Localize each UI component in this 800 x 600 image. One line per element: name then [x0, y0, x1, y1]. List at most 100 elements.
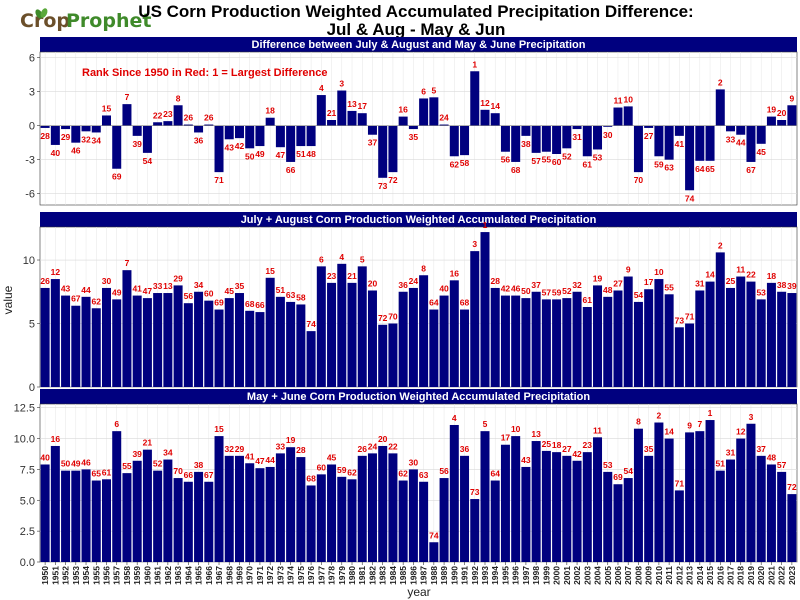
bar-1952: [61, 125, 71, 130]
rank-label: 35: [644, 444, 654, 454]
bar-2022: [777, 291, 787, 387]
rank-label: 49: [71, 459, 81, 469]
bar-1956: [101, 287, 111, 387]
bar-2010: [654, 125, 664, 157]
x-tick-label: 1990: [449, 566, 459, 585]
rank-label: 4: [319, 83, 324, 93]
x-tick-label: 1981: [357, 566, 367, 585]
bar-1969: [234, 455, 244, 562]
rank-label: 30: [603, 130, 613, 140]
rank-label: 61: [102, 467, 112, 477]
rank-label: 27: [644, 131, 654, 141]
rank-label: 7: [125, 92, 130, 102]
x-tick-label: 1958: [122, 566, 132, 585]
bar-2016: [715, 89, 725, 126]
rank-label: 29: [173, 273, 183, 283]
rank-label: 63: [286, 290, 296, 300]
x-tick-label: 1962: [163, 566, 173, 585]
panel-1: Difference between July & August and May…: [25, 37, 798, 206]
bar-1972: [265, 466, 275, 562]
rank-label: 22: [153, 110, 163, 120]
rank-label: 39: [132, 449, 142, 459]
bar-2007: [623, 106, 633, 126]
x-tick-label: 1975: [296, 566, 306, 585]
x-tick-label: 1963: [173, 566, 183, 585]
y-tick-label: 12.5: [14, 403, 35, 415]
bar-1972: [265, 277, 275, 387]
x-tick-label: 1977: [316, 566, 326, 585]
rank-label: 7: [125, 258, 130, 268]
rank-label: 64: [695, 164, 705, 174]
x-tick-label: 2012: [674, 566, 684, 585]
rank-label: 32: [225, 444, 235, 454]
bar-2009: [644, 125, 654, 128]
rank-label: 26: [358, 444, 368, 454]
rank-label: 32: [81, 134, 91, 144]
bar-1978: [327, 120, 337, 126]
rank-label: 15: [214, 424, 224, 434]
rank-label: 24: [439, 113, 449, 123]
rank-label: 35: [235, 281, 245, 291]
rank-label: 9: [687, 420, 692, 430]
bar-1968: [224, 298, 234, 387]
panel-2: July + August Corn Production Weighted A…: [23, 212, 798, 394]
bar-1993: [480, 109, 490, 126]
bar-1999: [541, 125, 551, 152]
bar-1993: [480, 232, 490, 387]
rank-label: 69: [112, 172, 122, 182]
bar-2009: [644, 455, 654, 562]
rank-label: 36: [460, 444, 470, 454]
rank-label: 43: [225, 142, 235, 152]
bar-2011: [664, 125, 674, 160]
bar-1985: [398, 116, 408, 126]
rank-label: 26: [40, 276, 50, 286]
rank-label: 44: [736, 138, 746, 148]
bar-2001: [562, 298, 572, 387]
bar-1970: [245, 463, 255, 562]
bar-2001: [562, 455, 572, 562]
rank-label: 34: [163, 448, 173, 458]
bar-2021: [766, 464, 776, 562]
x-tick-label: 1976: [306, 566, 316, 585]
rank-label: 18: [552, 440, 562, 450]
bar-2013: [685, 125, 695, 191]
bar-2010: [654, 279, 664, 387]
rank-label: 58: [460, 158, 470, 168]
bar-1991: [460, 309, 470, 387]
rank-label: 6: [114, 419, 119, 429]
bar-1988: [429, 309, 439, 387]
bar-1975: [296, 304, 306, 387]
rank-label: 20: [777, 108, 787, 118]
bar-1968: [224, 455, 234, 562]
bar-1984: [388, 125, 398, 173]
rank-label: 46: [511, 284, 521, 294]
rank-label: 14: [705, 270, 715, 280]
y-tick-label: 5: [29, 319, 35, 331]
bar-1958: [122, 473, 132, 562]
rank-label: 70: [388, 312, 398, 322]
bar-1969: [234, 293, 244, 387]
x-tick-label: 1982: [367, 566, 377, 585]
rank-label: 25: [726, 276, 736, 286]
rank-label: 31: [572, 132, 582, 142]
bar-1953: [71, 125, 81, 143]
bar-1996: [511, 436, 521, 562]
rank-label: 39: [132, 139, 142, 149]
rank-label: 26: [204, 113, 214, 123]
bar-1973: [275, 125, 285, 148]
bar-1987: [419, 98, 429, 126]
rank-label: 72: [378, 313, 388, 323]
bar-1975: [296, 125, 306, 147]
bar-1999: [541, 450, 551, 562]
x-tick-label: 1986: [408, 566, 418, 585]
bar-1979: [337, 476, 347, 562]
rank-label: 50: [521, 286, 531, 296]
bar-1960: [142, 449, 152, 562]
bar-1978: [327, 464, 337, 562]
bar-1980: [347, 110, 357, 126]
rank-label: 52: [562, 151, 572, 161]
bar-2022: [777, 471, 787, 562]
x-tick-label: 1997: [521, 566, 531, 585]
bar-1997: [521, 466, 531, 562]
y-axis-title: value: [1, 285, 15, 314]
